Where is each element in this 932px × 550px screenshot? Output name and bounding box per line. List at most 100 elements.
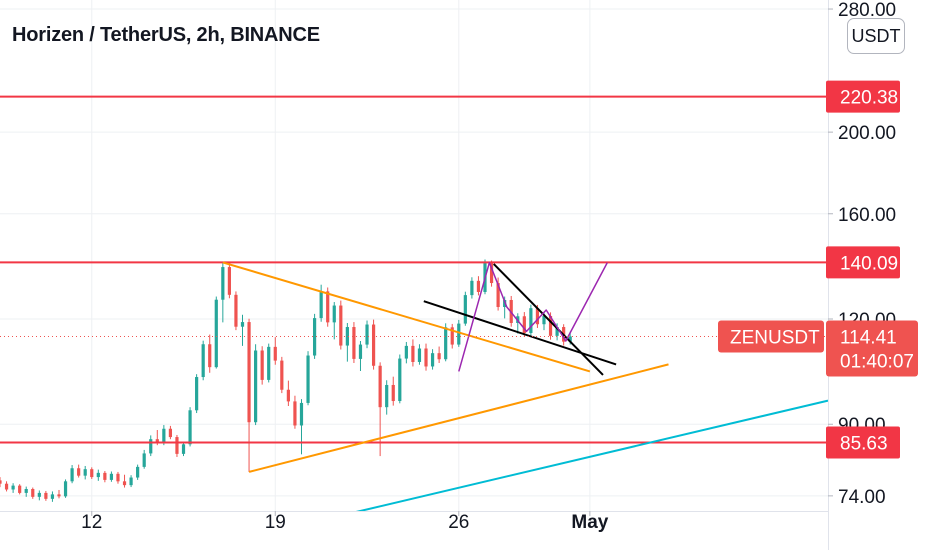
cyan-trendline[interactable]	[353, 399, 829, 514]
current-price-label: 114.41	[840, 327, 897, 348]
black-trendline[interactable]	[423, 300, 617, 366]
candle-body	[476, 280, 481, 292]
grid	[0, 0, 828, 511]
candle-body	[181, 444, 186, 454]
candle-body	[417, 348, 422, 362]
candle-body	[168, 428, 173, 438]
candle-body	[332, 305, 336, 323]
candle-body	[339, 305, 343, 346]
candle-body	[391, 384, 395, 402]
candle-body	[548, 315, 553, 336]
candle-body	[430, 353, 435, 367]
candles	[0, 259, 572, 502]
candle-body	[103, 472, 107, 480]
candle-body	[90, 469, 94, 478]
symbol-label-badge	[718, 320, 824, 353]
candle-body	[365, 324, 369, 345]
countdown-label: 01:40:07	[840, 351, 914, 372]
level-label: 85.63	[840, 433, 888, 454]
candle-body	[529, 308, 533, 333]
candle-body	[371, 324, 376, 366]
candle-body	[116, 473, 120, 482]
orange-trendline[interactable]	[248, 363, 669, 473]
candle-body	[404, 345, 408, 359]
symbol-label: ZENUSDT	[730, 327, 820, 348]
candle-body	[457, 323, 461, 345]
candle-body	[306, 355, 310, 403]
candle-body	[96, 472, 100, 478]
candle-body	[175, 437, 179, 454]
horizontal-levels	[0, 95, 828, 444]
candle-body	[0, 480, 2, 484]
x-tick-label: 26	[448, 512, 469, 533]
candle-body	[522, 316, 526, 333]
candle-body	[122, 481, 127, 486]
level-label-badge	[826, 80, 900, 113]
x-tick-label: May	[571, 512, 608, 533]
candle-body	[312, 318, 317, 356]
candle-body	[254, 350, 258, 423]
black-trendline[interactable]	[492, 263, 604, 376]
level-label-badge	[826, 246, 900, 279]
candle-body	[188, 410, 192, 445]
candle-body	[44, 492, 48, 499]
time-axis-background	[0, 511, 828, 550]
y-tick-label: 200.00	[838, 123, 896, 144]
orange-trendline[interactable]	[222, 261, 591, 373]
candle-body	[208, 344, 212, 368]
candle-body	[489, 263, 494, 284]
candle-body	[240, 322, 245, 327]
candle-body	[63, 481, 68, 497]
candle-body	[247, 322, 251, 423]
candle-body	[195, 377, 199, 411]
candle-body	[149, 439, 153, 454]
candle-body	[299, 402, 304, 426]
candle-body	[260, 350, 264, 380]
chart-title: Horizen / TetherUS, 2h, BINANCE	[12, 24, 320, 46]
trendline-drawings	[222, 261, 829, 514]
candle-body	[319, 291, 323, 319]
candle-body	[345, 327, 349, 346]
candle-body	[201, 344, 205, 378]
y-tick-label: 280.00	[838, 0, 896, 21]
candle-body	[358, 344, 363, 359]
candle-body	[450, 327, 454, 345]
candle-body	[214, 299, 218, 368]
currency-button[interactable]: USDT	[847, 18, 905, 54]
candle-body	[142, 453, 146, 467]
candle-body	[496, 283, 500, 308]
candle-body	[24, 489, 28, 493]
candle-body	[267, 346, 271, 380]
candle-body	[398, 358, 402, 402]
y-tick-label: 74.00	[838, 487, 886, 508]
candle-body	[31, 489, 35, 497]
x-tick-label: 19	[265, 512, 286, 533]
level-label: 140.09	[840, 253, 898, 274]
candle-body	[4, 483, 9, 490]
y-tick-label: 160.00	[838, 205, 896, 226]
x-tick-label: 12	[81, 512, 102, 533]
candle-body	[286, 389, 290, 402]
candle-body	[227, 267, 231, 295]
candle-body	[109, 473, 114, 480]
candle-body	[221, 267, 225, 300]
candle-body	[555, 327, 559, 336]
candle-body	[273, 346, 277, 361]
level-label: 220.38	[840, 88, 898, 109]
candle-body	[437, 353, 441, 360]
candle-body	[385, 384, 389, 408]
candle-body	[280, 360, 284, 390]
candle-body	[70, 468, 74, 482]
candle-body	[424, 348, 428, 367]
candle-body	[136, 466, 140, 478]
candle-body	[352, 327, 356, 359]
purple-trendline[interactable]	[458, 261, 608, 372]
candle-body	[234, 294, 238, 327]
candle-body	[470, 280, 474, 296]
candle-body	[155, 439, 159, 444]
candle-body	[326, 291, 330, 323]
price-label-badge	[826, 320, 918, 377]
candle-body	[50, 494, 55, 499]
